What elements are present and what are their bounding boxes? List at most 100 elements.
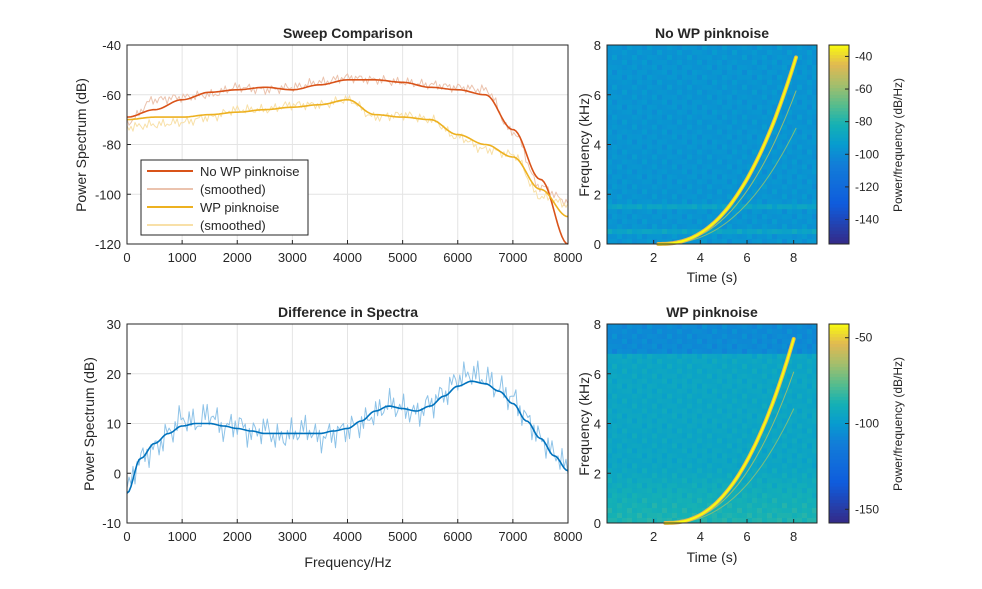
spec-wp-cell (657, 373, 663, 380)
spec-nowp-cell (652, 149, 658, 155)
spec-wp-cell (742, 508, 748, 514)
spec-nowp-cell (802, 209, 808, 215)
spec-wp-cell (627, 518, 633, 524)
spec-nowp-cell (667, 109, 673, 116)
spec-wp-cell (662, 393, 668, 400)
spec-wp-colorbar-step (829, 380, 849, 385)
spec-wp-cell (702, 413, 708, 419)
spec-nowp-cell (627, 59, 633, 66)
spec-wp-cell (772, 373, 778, 380)
spec-nowp-cell (647, 239, 653, 245)
spec-nowp-cell (792, 124, 798, 130)
spec-nowp-cell (657, 214, 663, 220)
spec-nowp-cell (742, 154, 748, 160)
spec-wp-cell (797, 348, 803, 355)
spec-nowp-cell (662, 194, 668, 200)
spec-wp-cell (617, 503, 623, 509)
spec-nowp-cell (762, 109, 768, 116)
spec-wp-cell (667, 443, 673, 449)
spec-nowp-cell (687, 64, 693, 71)
spec-wp-cell (757, 393, 763, 400)
spec-nowp-cell (767, 119, 773, 126)
spec-wp-cell (762, 403, 768, 409)
spec-wp-colorbar-step (829, 367, 849, 371)
spec-wp-cell (762, 398, 768, 405)
spec-wp-cell (617, 398, 623, 405)
spec-nowp-cell (752, 64, 758, 71)
difference-axes: Difference in Spectra Power Spectrum (dB… (81, 304, 582, 570)
spec-nowp-cell (802, 159, 808, 165)
spec-nowp-cell (732, 84, 738, 91)
spec-wp-cell (812, 413, 818, 419)
spec-nowp-cell (757, 109, 763, 116)
spec-wp-cell (757, 418, 763, 424)
spec-wp-cell (667, 393, 673, 400)
spec-nowp-cell (797, 219, 803, 225)
spec-wp-cell (622, 483, 628, 489)
spec-nowp-cell (792, 179, 798, 185)
spec-nowp-cell (802, 129, 808, 135)
spec-wp-cell (677, 383, 683, 390)
spec-nowp-cell (812, 234, 818, 240)
spec-wp-cell (637, 518, 643, 524)
spec-wp-cell (622, 324, 628, 330)
spec-wp-cell (727, 503, 733, 509)
spec-wp-cell (812, 428, 818, 434)
spec-wp-cell (637, 433, 643, 439)
spec-nowp-cell (742, 49, 748, 56)
spec-wp-cell (802, 433, 808, 439)
spec-nowp-cell (697, 214, 703, 220)
spec-nowp-cell (752, 134, 758, 140)
spec-nowp-cell (617, 104, 623, 111)
spec-wp-cell (787, 393, 793, 400)
spec-wp-cell (752, 493, 758, 499)
spec-nowp-cell (657, 69, 663, 76)
spec-wp-cell (622, 508, 628, 514)
spec-nowp-cell (642, 89, 648, 96)
spec-wp-cell (627, 508, 633, 514)
spec-nowp-cell (797, 84, 803, 91)
spec-wp-cell (772, 453, 778, 459)
spec-nowp-cell (782, 139, 788, 145)
spec-nowp-cell (607, 109, 613, 116)
spec-wp-cell (662, 513, 668, 519)
spec-wp-cell (722, 378, 728, 385)
spec-wp-cell (657, 383, 663, 390)
spec-nowp-cell (682, 174, 688, 180)
spec-wp-cell (717, 378, 723, 385)
spec-wp-cell (642, 513, 648, 519)
spec-wp-cell (797, 418, 803, 424)
spec-nowp-cell (767, 64, 773, 71)
spec-wp-cell (657, 473, 663, 479)
spec-wp-cell (772, 383, 778, 390)
spec-nowp-cell (807, 64, 813, 71)
spec-wp-cell (772, 403, 778, 409)
spec-nowp-cell (617, 194, 623, 200)
spec-wp-cell (712, 473, 718, 479)
spec-nowp-cell (667, 134, 673, 140)
spec-nowp-cell (712, 109, 718, 116)
spec-nowp-cell (787, 54, 793, 61)
spec-wp-cell (622, 408, 628, 414)
spec-wp-cell (807, 333, 813, 340)
spec-wp-cell (702, 373, 708, 380)
spec-nowp-cell (807, 119, 813, 126)
spec-nowp-cell (797, 149, 803, 155)
spec-wp-cell (742, 398, 748, 405)
spec-nowp-cell (687, 84, 693, 91)
spec-wp-cell (647, 483, 653, 489)
spec-wp-cell (652, 328, 658, 335)
spec-wp-cell (657, 518, 663, 524)
spec-wp-cell (642, 343, 648, 350)
spec-nowp-cell (657, 219, 663, 225)
spec-wp-cell (632, 473, 638, 479)
spec-wp-colorbar-step (829, 446, 849, 451)
spec-wp-cell (717, 383, 723, 390)
spec-nowp-cell (752, 69, 758, 76)
spec-wp-cell (672, 483, 678, 489)
spec-wp-cell (607, 373, 613, 380)
spec-nowp-cell (682, 79, 688, 86)
spec-nowp-cell (712, 239, 718, 245)
spec-wp-cell (717, 518, 723, 524)
spec-nowp-cell (667, 99, 673, 106)
